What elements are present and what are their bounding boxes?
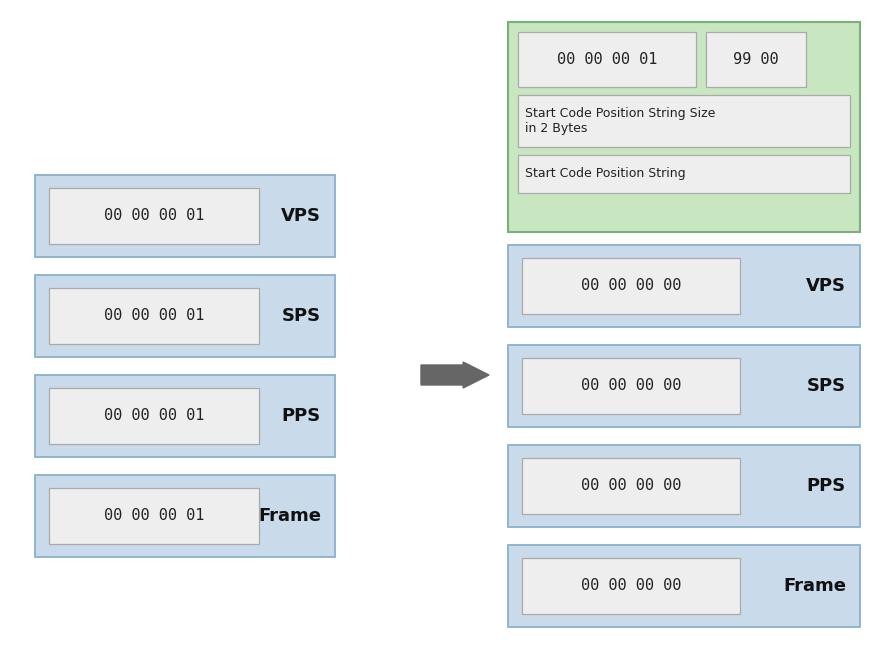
Bar <box>706 32 806 87</box>
Text: 00 00 00 01: 00 00 00 01 <box>104 408 204 424</box>
Text: Start Code Position String: Start Code Position String <box>525 167 686 180</box>
Text: PPS: PPS <box>282 407 321 425</box>
Text: 00 00 00 01: 00 00 00 01 <box>557 52 657 67</box>
Bar <box>49 288 259 344</box>
Bar <box>508 445 860 527</box>
Text: 00 00 00 00: 00 00 00 00 <box>580 278 681 293</box>
Text: Frame: Frame <box>783 577 846 595</box>
Bar <box>518 155 850 193</box>
Bar <box>522 558 740 614</box>
Text: Frame: Frame <box>258 507 321 525</box>
Bar <box>35 375 335 457</box>
Text: 00 00 00 00: 00 00 00 00 <box>580 379 681 393</box>
Text: 00 00 00 01: 00 00 00 01 <box>104 208 204 223</box>
Text: 00 00 00 01: 00 00 00 01 <box>104 508 204 524</box>
Bar <box>35 175 335 257</box>
Text: 00 00 00 00: 00 00 00 00 <box>580 578 681 594</box>
Bar <box>522 258 740 314</box>
Text: PPS: PPS <box>806 477 846 495</box>
Bar <box>518 95 850 147</box>
Text: 99 00: 99 00 <box>733 52 779 67</box>
Text: Start Code Position String Size
in 2 Bytes: Start Code Position String Size in 2 Byt… <box>525 107 715 135</box>
Bar <box>508 245 860 327</box>
Bar <box>522 458 740 514</box>
Bar <box>522 358 740 414</box>
Bar <box>49 188 259 244</box>
Bar <box>508 22 860 232</box>
Bar <box>49 388 259 444</box>
Text: VPS: VPS <box>806 277 846 295</box>
Text: 00 00 00 01: 00 00 00 01 <box>104 309 204 323</box>
Text: SPS: SPS <box>282 307 321 325</box>
Text: VPS: VPS <box>281 207 321 225</box>
Text: 00 00 00 00: 00 00 00 00 <box>580 479 681 494</box>
Text: SPS: SPS <box>807 377 846 395</box>
Bar <box>508 545 860 627</box>
Bar <box>49 488 259 544</box>
Bar <box>35 475 335 557</box>
Bar <box>35 275 335 357</box>
Bar <box>518 32 696 87</box>
FancyArrow shape <box>421 362 489 388</box>
Bar <box>508 345 860 427</box>
